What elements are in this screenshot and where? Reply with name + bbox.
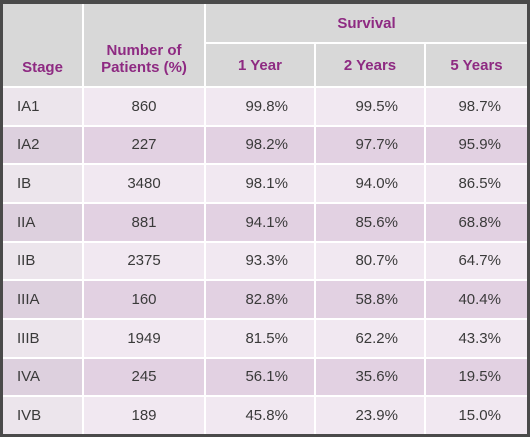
survival-cell: 62.2% (314, 317, 426, 359)
stage-cell: IA1 (3, 86, 84, 127)
patients-cell: 3480 (82, 163, 206, 204)
patients-cell: 881 (82, 201, 206, 243)
survival-cell: 97.7% (314, 124, 426, 166)
survival-header: Survival (204, 4, 527, 44)
stage-cell: IIB (3, 240, 84, 282)
survival-cell: 93.3% (204, 240, 316, 282)
survival-cell: 94.1% (204, 201, 316, 243)
table-row: IVA 245 56.1% 35.6% 19.5% (3, 356, 527, 398)
stage-cell: IA2 (3, 124, 84, 166)
table-head: Stage Number of Patients (%) Survival 1 … (3, 4, 527, 88)
survival-cell: 98.2% (204, 124, 316, 166)
survival-cell: 86.5% (424, 163, 527, 204)
table-row: IA2 227 98.2% 97.7% 95.9% (3, 124, 527, 166)
patients-header: Number of Patients (%) (82, 4, 206, 88)
stage-cell: IIIA (3, 279, 84, 320)
header-row: Stage Number of Patients (%) Survival (3, 4, 527, 88)
survival-cell: 64.7% (424, 240, 527, 282)
survival-cell: 80.7% (314, 240, 426, 282)
stage-cell: IB (3, 163, 84, 204)
survival-cell: 58.8% (314, 279, 426, 320)
survival-cell: 15.0% (424, 395, 527, 434)
stage-cell: IVB (3, 395, 84, 434)
survival-cell: 43.3% (424, 317, 527, 359)
stage-cell: IIA (3, 201, 84, 243)
survival-cell: 23.9% (314, 395, 426, 434)
table-row: IA1 860 99.8% 99.5% 98.7% (3, 86, 527, 127)
table-body: IA1 860 99.8% 99.5% 98.7% IA2 227 98.2% 97.7% 95.… (3, 86, 527, 434)
table-row: IIIB 1949 81.5% 62.2% 43.3% (3, 317, 527, 359)
survival-cell: 45.8% (204, 395, 316, 434)
table-row: IB 3480 98.1% 94.0% 86.5% (3, 163, 527, 204)
survival-cell: 99.5% (314, 86, 426, 127)
year-header: 2 Years (314, 42, 426, 88)
year-header: 5 Years (424, 42, 527, 88)
survival-cell: 98.1% (204, 163, 316, 204)
stage-cell: IVA (3, 356, 84, 398)
patients-cell: 1949 (82, 317, 206, 359)
patients-cell: 860 (82, 86, 206, 127)
patients-cell: 227 (82, 124, 206, 166)
year-header: 1 Year (205, 42, 316, 88)
patients-cell: 160 (82, 279, 206, 320)
survival-cell: 35.6% (314, 356, 426, 398)
stage-cell: IIIB (3, 317, 84, 359)
survival-cell: 98.7% (424, 86, 527, 127)
table-row: IIB 2375 93.3% 80.7% 64.7% (3, 240, 527, 282)
survival-cell: 56.1% (204, 356, 316, 398)
patients-cell: 2375 (82, 240, 206, 282)
survival-cell: 94.0% (314, 163, 426, 204)
patients-cell: 245 (82, 356, 206, 398)
survival-cell: 95.9% (424, 124, 527, 166)
survival-table: Stage Number of Patients (%) Survival 1 … (3, 4, 527, 434)
patients-cell: 189 (82, 395, 206, 434)
survival-cell: 40.4% (424, 279, 527, 320)
survival-cell: 85.6% (314, 201, 426, 243)
stage-header: Stage (3, 4, 84, 88)
header-row: 1 Year 2 Years 5 Years (3, 42, 527, 88)
survival-cell: 82.8% (204, 279, 316, 320)
table-row: IIIA 160 82.8% 58.8% 40.4% (3, 279, 527, 320)
survival-cell: 99.8% (204, 86, 316, 127)
survival-cell: 81.5% (204, 317, 316, 359)
table-row: IVB 189 45.8% 23.9% 15.0% (3, 395, 527, 434)
survival-cell: 19.5% (424, 356, 527, 398)
table-row: IIA 881 94.1% 85.6% 68.8% (3, 201, 527, 243)
survival-cell: 68.8% (424, 201, 527, 243)
